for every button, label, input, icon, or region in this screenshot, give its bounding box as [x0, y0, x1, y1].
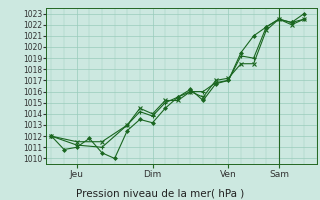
Text: Pression niveau de la mer( hPa ): Pression niveau de la mer( hPa ): [76, 188, 244, 198]
